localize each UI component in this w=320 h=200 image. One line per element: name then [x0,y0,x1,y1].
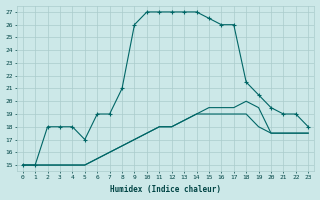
X-axis label: Humidex (Indice chaleur): Humidex (Indice chaleur) [110,185,221,194]
